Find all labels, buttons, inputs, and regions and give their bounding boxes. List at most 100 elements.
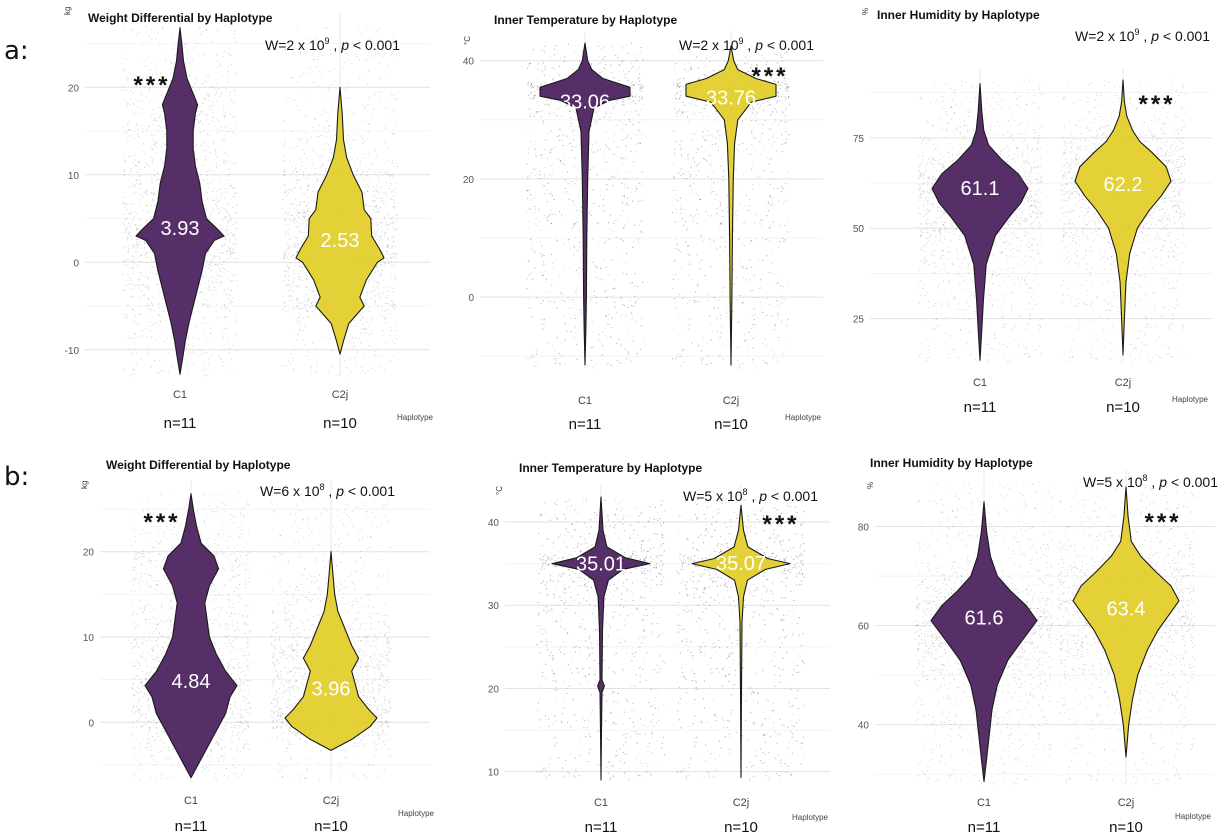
jitter-point [156, 73, 158, 75]
jitter-point [222, 267, 224, 269]
jitter-point [391, 174, 393, 176]
jitter-point [571, 181, 573, 183]
jitter-point [296, 212, 298, 214]
jitter-point [635, 320, 637, 322]
jitter-point [306, 304, 308, 306]
jitter-point [387, 147, 389, 149]
jitter-point [141, 295, 143, 297]
jitter-point [610, 326, 613, 328]
jitter-point [225, 188, 227, 190]
jitter-point [392, 237, 394, 239]
jitter-point [577, 274, 579, 276]
jitter-point [384, 302, 386, 304]
jitter-point [626, 111, 628, 113]
jitter-point [148, 348, 150, 350]
jitter-point [305, 212, 307, 214]
jitter-point [577, 125, 580, 128]
jitter-point [217, 100, 219, 102]
jitter-point [393, 228, 395, 230]
jitter-point [532, 98, 535, 100]
jitter-point [131, 175, 133, 177]
jitter-point [299, 275, 301, 277]
jitter-point [543, 254, 545, 257]
jitter-point [617, 170, 619, 172]
jitter-point [234, 193, 236, 195]
jitter-point [142, 209, 144, 211]
jitter-point [596, 277, 598, 279]
jitter-point [527, 298, 530, 300]
jitter-point [563, 243, 565, 245]
jitter-point [546, 157, 548, 159]
jitter-point [392, 291, 395, 293]
jitter-point [525, 211, 528, 214]
jitter-point [284, 231, 286, 233]
jitter-point [142, 196, 144, 198]
jitter-point [223, 260, 225, 262]
jitter-point [137, 284, 139, 286]
jitter-point [200, 170, 202, 172]
jitter-point [371, 367, 373, 369]
jitter-point [567, 240, 569, 242]
jitter-point [234, 163, 236, 165]
jitter-point [533, 95, 536, 97]
jitter-point [282, 365, 284, 367]
jitter-point [303, 72, 305, 74]
jitter-point [569, 125, 572, 127]
jitter-point [223, 229, 225, 231]
jitter-point [295, 198, 297, 200]
jitter-point [220, 62, 222, 64]
jitter-point [298, 216, 300, 218]
jitter-point [126, 104, 128, 106]
jitter-point [607, 222, 610, 224]
jitter-point [558, 65, 560, 67]
jitter-point [127, 264, 129, 267]
jitter-point [289, 161, 291, 163]
jitter-point [347, 375, 349, 377]
jitter-point [534, 223, 536, 225]
jitter-point [299, 301, 301, 303]
jitter-point [630, 62, 633, 64]
jitter-point [551, 301, 553, 303]
jitter-point [392, 339, 394, 341]
jitter-point [385, 182, 387, 184]
jitter-point [534, 154, 537, 156]
jitter-point [127, 120, 129, 122]
jitter-point [317, 56, 319, 58]
jitter-point [304, 236, 306, 239]
jitter-point [596, 301, 598, 303]
jitter-point [128, 232, 130, 235]
jitter-point [384, 369, 386, 371]
jitter-point [396, 165, 398, 167]
jitter-point [361, 316, 363, 318]
jitter-point [211, 86, 213, 88]
jitter-point [553, 198, 555, 200]
jitter-point [304, 216, 306, 218]
jitter-point [390, 174, 392, 176]
jitter-point [138, 288, 140, 290]
jitter-point [175, 47, 177, 49]
jitter-point [134, 334, 136, 336]
jitter-point [158, 314, 160, 316]
jitter-point [154, 175, 156, 177]
jitter-point [380, 197, 382, 199]
jitter-point [616, 102, 618, 104]
jitter-point [605, 64, 607, 66]
jitter-point [199, 120, 201, 122]
jitter-point [365, 204, 367, 206]
jitter-point [299, 140, 301, 142]
jitter-point [230, 218, 232, 220]
jitter-point [204, 292, 206, 294]
jitter-point [535, 112, 537, 114]
jitter-point [296, 81, 298, 83]
jitter-point [373, 231, 375, 233]
jitter-point [139, 162, 141, 164]
jitter-point [125, 58, 127, 60]
jitter-point [636, 203, 638, 205]
jitter-point [133, 247, 135, 249]
jitter-point [203, 80, 206, 82]
jitter-point [232, 345, 234, 347]
jitter-point [378, 180, 380, 182]
jitter-point [363, 109, 365, 111]
jitter-point [368, 310, 370, 312]
jitter-point [296, 182, 298, 184]
